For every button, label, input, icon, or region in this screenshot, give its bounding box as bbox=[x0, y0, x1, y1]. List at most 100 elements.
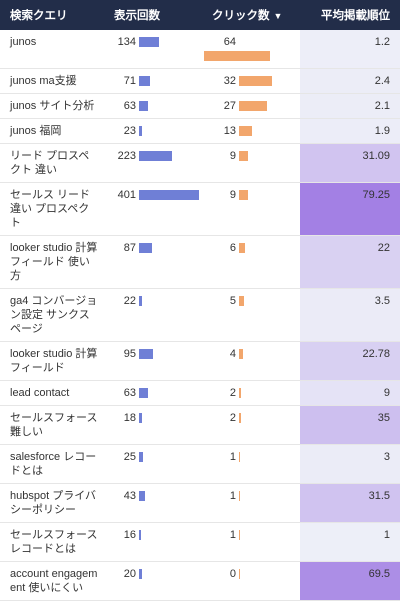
table-row: リード プロスペクト 違い 223 9 31.09 bbox=[0, 143, 400, 183]
position-value: 69.5 bbox=[368, 568, 390, 580]
impressions-bar bbox=[139, 413, 142, 423]
impressions-bar bbox=[139, 569, 142, 579]
position-cell: 69.5 bbox=[300, 561, 400, 601]
position-value: 3.5 bbox=[374, 295, 390, 307]
position-value: 3 bbox=[383, 451, 390, 463]
impressions-value: 63 bbox=[123, 100, 136, 112]
clicks-bar bbox=[239, 101, 267, 111]
clicks-cell: 0 bbox=[204, 561, 300, 601]
impressions-bar bbox=[139, 530, 142, 540]
table-row: salesforce レコードとは 25 1 3 bbox=[0, 444, 400, 484]
clicks-bar bbox=[204, 51, 270, 61]
clicks-cell: 1 bbox=[204, 483, 300, 523]
clicks-value: 9 bbox=[229, 150, 236, 162]
clicks-bar bbox=[239, 126, 253, 136]
column-header[interactable]: 検索クエリ bbox=[0, 0, 104, 30]
clicks-bar bbox=[239, 569, 240, 579]
clicks-bar bbox=[239, 413, 242, 423]
clicks-value: 13 bbox=[223, 125, 236, 137]
position-cell: 1 bbox=[300, 522, 400, 562]
position-value: 1 bbox=[383, 529, 390, 541]
clicks-value: 5 bbox=[229, 295, 236, 307]
impressions-cell: 20 bbox=[104, 561, 204, 601]
position-cell: 3.5 bbox=[300, 288, 400, 342]
impressions-bar bbox=[139, 296, 143, 306]
position-cell: 1.9 bbox=[300, 118, 400, 144]
query-cell: lead contact bbox=[0, 380, 104, 406]
impressions-bar bbox=[139, 243, 153, 253]
clicks-cell: 9 bbox=[204, 143, 300, 183]
position-value: 2.1 bbox=[374, 100, 390, 112]
impressions-value: 16 bbox=[123, 529, 136, 541]
column-header[interactable]: 表示回数 bbox=[104, 0, 204, 30]
sort-icon: ▼ bbox=[273, 11, 283, 21]
clicks-cell: 2 bbox=[204, 405, 300, 445]
impressions-bar bbox=[139, 452, 143, 462]
column-header[interactable]: 平均掲載順位 bbox=[300, 0, 400, 30]
impressions-bar bbox=[139, 190, 199, 200]
table-row: ga4 コンバージョン設定 サンクスページ 22 5 3.5 bbox=[0, 288, 400, 342]
clicks-bar bbox=[239, 296, 245, 306]
table-row: セールス リード 違い プロスペクト 401 9 79.25 bbox=[0, 182, 400, 236]
impressions-bar bbox=[139, 491, 146, 501]
table-row: looker studio 計算フィールド 使い方 87 6 22 bbox=[0, 235, 400, 289]
position-value: 22 bbox=[377, 242, 390, 254]
clicks-cell: 5 bbox=[204, 288, 300, 342]
impressions-cell: 71 bbox=[104, 68, 204, 94]
clicks-bar bbox=[239, 530, 241, 540]
table-row: hubspot プライバシーポリシー 43 1 31.5 bbox=[0, 483, 400, 523]
impressions-value: 23 bbox=[123, 125, 136, 137]
clicks-bar bbox=[239, 452, 241, 462]
query-cell: hubspot プライバシーポリシー bbox=[0, 483, 104, 523]
clicks-value: 2 bbox=[229, 387, 236, 399]
query-cell: セールスフォース レコードとは bbox=[0, 522, 104, 562]
impressions-bar bbox=[139, 37, 160, 47]
impressions-value: 25 bbox=[123, 451, 136, 463]
clicks-cell: 64 bbox=[204, 30, 300, 69]
query-cell: junos サイト分析 bbox=[0, 93, 104, 119]
impressions-value: 18 bbox=[123, 412, 136, 424]
clicks-bar bbox=[239, 388, 242, 398]
clicks-value: 27 bbox=[223, 100, 236, 112]
impressions-value: 87 bbox=[123, 242, 136, 254]
table-row: junos サイト分析 63 27 2.1 bbox=[0, 93, 400, 119]
position-value: 1.9 bbox=[374, 125, 390, 137]
clicks-value: 1 bbox=[229, 490, 236, 502]
impressions-value: 71 bbox=[123, 75, 136, 87]
header-row: 検索クエリ 表示回数 クリック数 ▼ 平均掲載順位 bbox=[0, 0, 400, 30]
impressions-cell: 16 bbox=[104, 522, 204, 562]
query-cell: junos bbox=[0, 30, 104, 69]
table-row: セールスフォース 難しい 18 2 35 bbox=[0, 405, 400, 445]
clicks-cell: 27 bbox=[204, 93, 300, 119]
impressions-cell: 23 bbox=[104, 118, 204, 144]
table-row: lead contact 63 2 9 bbox=[0, 380, 400, 406]
impressions-cell: 25 bbox=[104, 444, 204, 484]
clicks-value: 9 bbox=[229, 189, 236, 201]
table-row: junos 134 64 1.2 bbox=[0, 30, 400, 69]
impressions-value: 43 bbox=[123, 490, 136, 502]
query-cell: looker studio 計算フィールド bbox=[0, 341, 104, 381]
table-row: junos ma支援 71 32 2.4 bbox=[0, 68, 400, 94]
position-cell: 9 bbox=[300, 380, 400, 406]
table-row: account engagement 使いにくい 20 0 69.5 bbox=[0, 561, 400, 601]
impressions-bar bbox=[139, 151, 173, 161]
query-cell: セールス リード 違い プロスペクト bbox=[0, 182, 104, 236]
clicks-cell: 6 bbox=[204, 235, 300, 289]
query-cell: looker studio 計算フィールド 使い方 bbox=[0, 235, 104, 289]
clicks-value: 1 bbox=[229, 451, 236, 463]
position-cell: 2.1 bbox=[300, 93, 400, 119]
column-header[interactable]: クリック数 ▼ bbox=[204, 0, 300, 30]
position-value: 31.5 bbox=[368, 490, 390, 502]
impressions-cell: 63 bbox=[104, 380, 204, 406]
clicks-cell: 1 bbox=[204, 522, 300, 562]
impressions-value: 223 bbox=[117, 150, 136, 162]
query-cell: account engagement 使いにくい bbox=[0, 561, 104, 601]
position-cell: 1.2 bbox=[300, 30, 400, 69]
clicks-bar bbox=[239, 491, 241, 501]
position-cell: 31.09 bbox=[300, 143, 400, 183]
clicks-value: 0 bbox=[229, 568, 236, 580]
clicks-value: 6 bbox=[229, 242, 236, 254]
position-cell: 35 bbox=[300, 405, 400, 445]
impressions-bar bbox=[139, 101, 149, 111]
